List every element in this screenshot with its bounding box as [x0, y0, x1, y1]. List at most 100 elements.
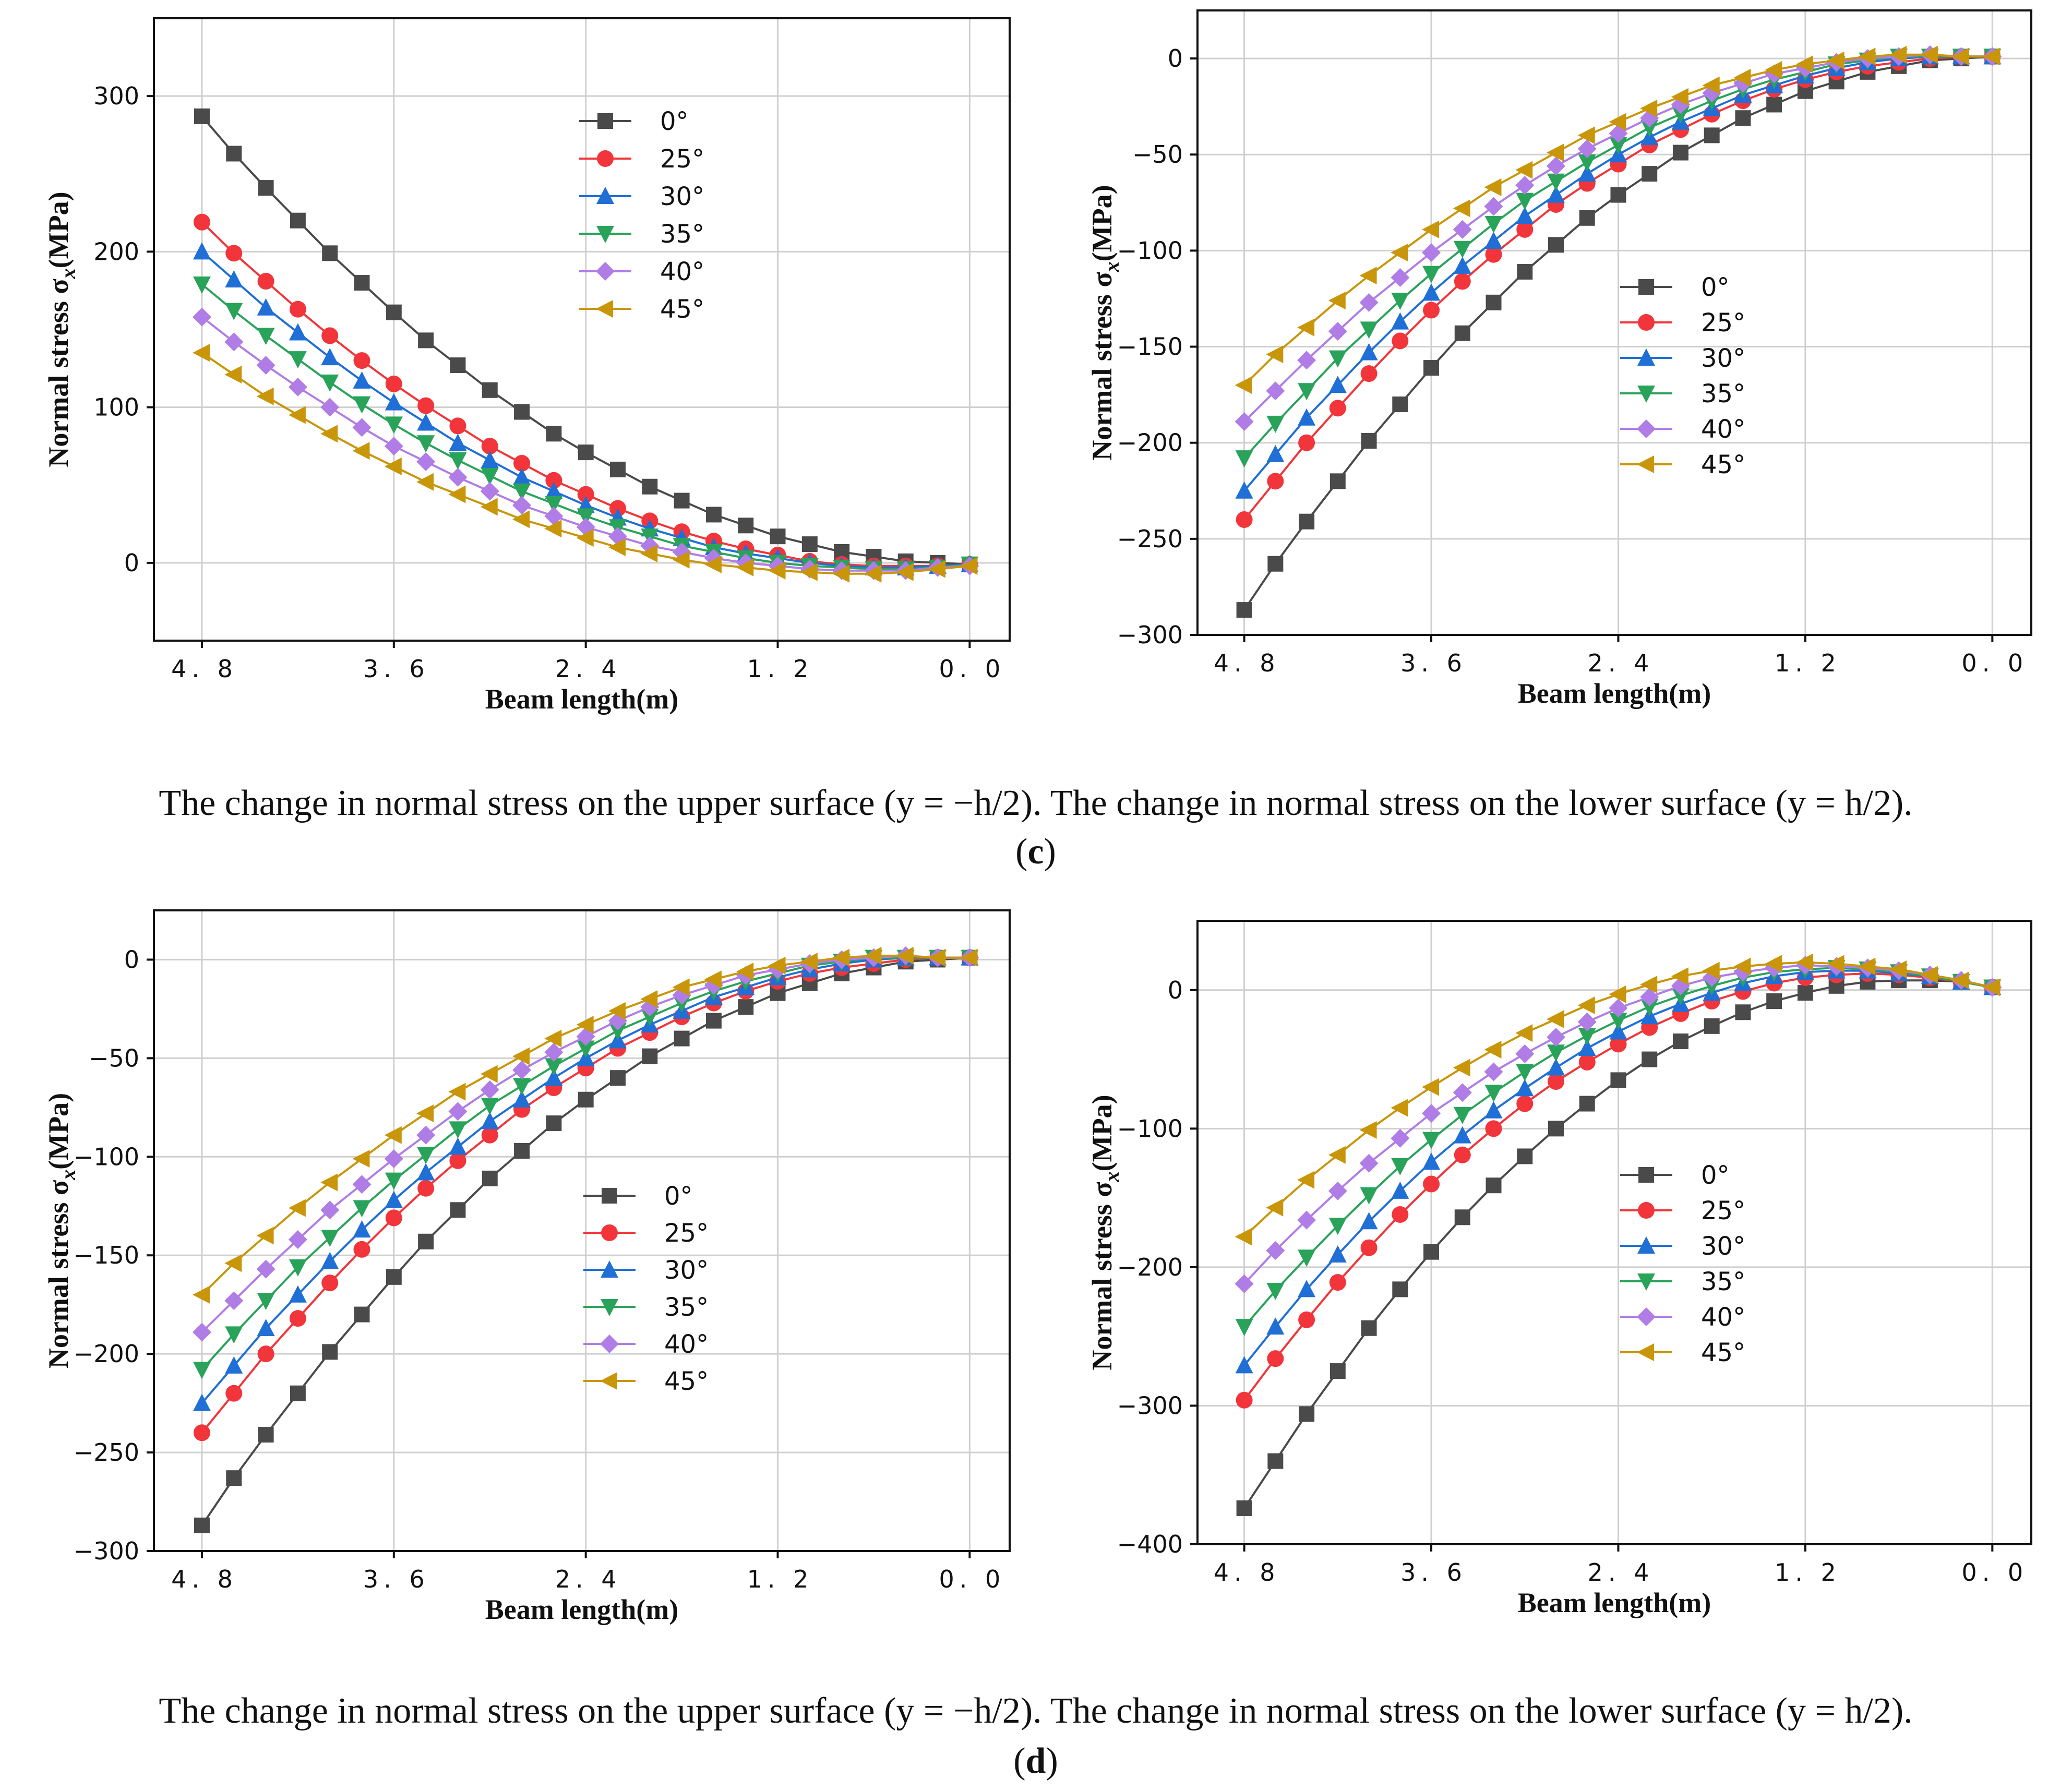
- data-point: [545, 482, 563, 499]
- data-point: [1609, 1022, 1627, 1040]
- data-point: [1546, 143, 1564, 162]
- data-point: [321, 1275, 339, 1292]
- legend-marker: [597, 150, 614, 167]
- data-point: [224, 1291, 244, 1311]
- legend-entry: 25°: [583, 1219, 709, 1248]
- legend-entry: 35°: [1620, 1267, 1745, 1296]
- legend-label: 30°: [1701, 344, 1745, 373]
- data-point: [1546, 157, 1565, 176]
- data-point: [1517, 263, 1533, 280]
- data-point: [928, 560, 946, 578]
- data-point: [289, 300, 306, 318]
- data-point: [1516, 207, 1534, 224]
- data-point: [1485, 1120, 1502, 1137]
- data-point: [353, 1220, 371, 1238]
- data-point: [448, 1102, 468, 1121]
- legend-label: 35°: [660, 220, 704, 249]
- data-point: [1795, 55, 1813, 74]
- data-point: [226, 1470, 242, 1486]
- data-point: [1236, 511, 1253, 528]
- data-point: [1328, 292, 1346, 310]
- legend-marker: [1637, 1236, 1655, 1254]
- y-tick-label: 100: [93, 393, 139, 422]
- data-point: [1298, 1311, 1315, 1328]
- legend-marker: [596, 262, 615, 281]
- legend-label: 25°: [1701, 308, 1745, 338]
- data-point: [1360, 365, 1378, 382]
- chart-d-lower: 4. 8 3. 6 2. 4 1. 2 0. 0 0 −100 −200 −300 −400 Bea…: [1086, 920, 2032, 1618]
- legend-marker: [1637, 419, 1656, 438]
- data-point: [418, 332, 434, 348]
- data-point: [417, 1180, 435, 1197]
- data-point: [1577, 126, 1595, 145]
- x-axis-label: Beam length(m): [485, 1594, 678, 1625]
- data-point: [1577, 996, 1595, 1014]
- legend-label: 40°: [1701, 415, 1745, 444]
- data-point: [514, 404, 530, 420]
- legend-label: 0°: [660, 107, 689, 136]
- data-point: [1609, 113, 1626, 131]
- panel-label-d-letter: d: [1026, 1741, 1046, 1781]
- data-point: [800, 563, 818, 581]
- data-point: [960, 557, 978, 575]
- data-point: [482, 1170, 498, 1186]
- data-point: [193, 1362, 211, 1379]
- data-point: [1609, 985, 1626, 1003]
- y-tick-label: −200: [74, 1340, 139, 1368]
- data-point: [1672, 145, 1688, 161]
- data-point: [1516, 193, 1534, 210]
- legend-marker: [1637, 1343, 1654, 1361]
- data-point: [546, 426, 562, 442]
- data-point: [322, 1344, 338, 1360]
- data-point: [257, 328, 275, 345]
- data-point: [289, 351, 307, 369]
- data-point: [545, 1058, 563, 1076]
- data-point: [1702, 76, 1720, 94]
- y-axis-label-unit: (MPa): [1086, 1095, 1118, 1171]
- panel-label-c-letter: c: [1027, 832, 1044, 872]
- data-point: [1484, 197, 1503, 216]
- data-point: [1422, 220, 1440, 238]
- data-point: [258, 180, 274, 196]
- panel-label-d-open: (: [1013, 1741, 1025, 1781]
- data-point: [1266, 345, 1284, 364]
- plot-frame: [153, 909, 1011, 1552]
- legend-label: 30°: [664, 1256, 709, 1285]
- data-point: [417, 1163, 435, 1181]
- data-point: [1454, 1146, 1471, 1163]
- data-point: [1889, 45, 1907, 64]
- data-point: [1423, 1244, 1440, 1260]
- panel-label-c: (c): [1015, 832, 1056, 872]
- data-point: [448, 485, 466, 503]
- data-point: [1577, 1012, 1597, 1031]
- data-point: [1578, 1053, 1596, 1071]
- data-point: [224, 365, 242, 383]
- data-point: [1423, 1175, 1440, 1193]
- axis-ticks: 4. 8 3. 6 2. 4 1. 2 0. 0 0 −50 −100 −150 −200 −250…: [74, 945, 1001, 1593]
- data-point: [1454, 273, 1471, 290]
- legend-marker: [1638, 279, 1654, 295]
- data-point: [1359, 267, 1377, 285]
- data-point: [1548, 237, 1564, 253]
- data-point: [545, 496, 563, 513]
- data-point: [1578, 1039, 1596, 1056]
- data-point: [353, 1241, 370, 1258]
- data-point: [193, 1424, 210, 1441]
- data-point: [225, 1356, 243, 1374]
- caption-row-d: The change in normal stress on the upper…: [159, 1691, 1912, 1731]
- data-point: [1454, 1209, 1470, 1225]
- data-point: [321, 1252, 339, 1269]
- data-point: [1733, 68, 1751, 87]
- data-point: [1704, 1018, 1720, 1034]
- y-axis-label-sub: x: [1100, 1171, 1123, 1182]
- data-point: [1298, 434, 1315, 451]
- panel-label-d: (d): [1013, 1741, 1058, 1781]
- data-point: [800, 953, 818, 971]
- data-point: [448, 1083, 466, 1101]
- data-point: [416, 1125, 436, 1145]
- data-point: [1359, 1121, 1377, 1139]
- data-point: [1579, 210, 1595, 226]
- chart-c-lower: 4. 8 3. 6 2. 4 1. 2 0. 0 0 −50 −100 −150 −200 −250…: [1086, 9, 2032, 709]
- data-point: [960, 948, 978, 967]
